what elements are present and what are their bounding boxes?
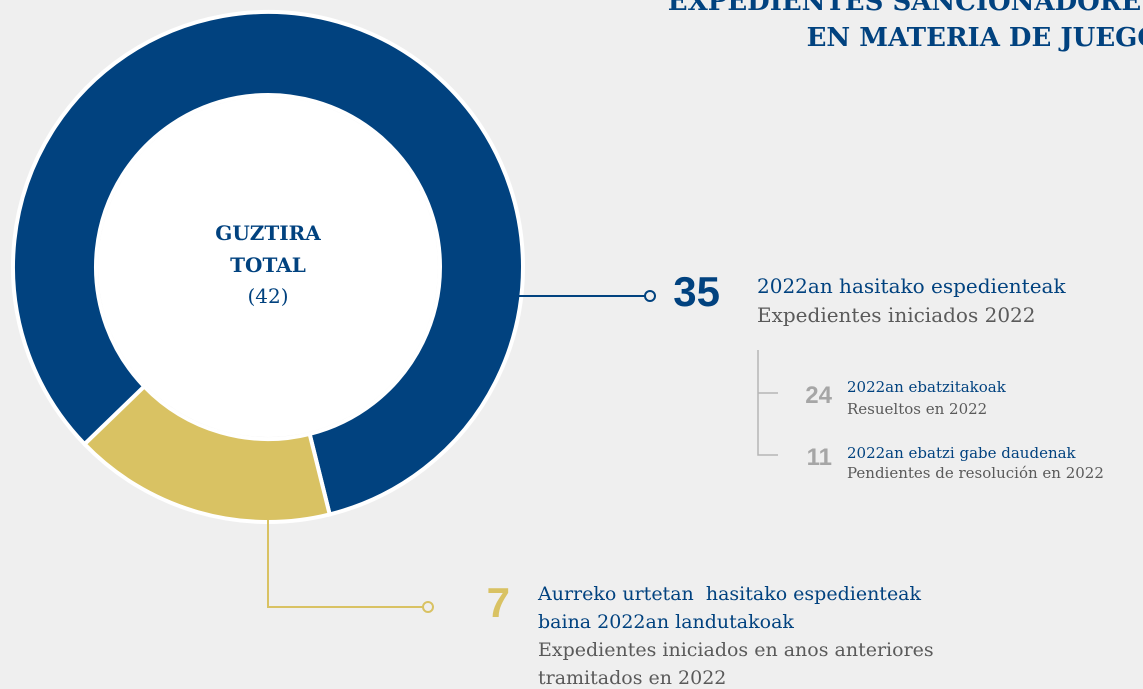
- segment-value: 35: [673, 268, 720, 315]
- breakdown-label: 2022an ebatzi gabe daudenak: [847, 444, 1077, 462]
- segment-label: baina 2022an landutakoak: [538, 611, 794, 633]
- segment-sublabel: Expedientes iniciados 2022: [757, 303, 1036, 327]
- donut-segment: [81, 383, 333, 524]
- segment-label: 2022an hasitako espedienteak: [757, 274, 1066, 298]
- center-label: TOTAL: [230, 253, 306, 277]
- segment-value: 7: [487, 579, 510, 626]
- leader-dot: [422, 601, 434, 613]
- segment-label: Aurreko urtetan hasitako espedienteak: [537, 583, 922, 605]
- breakdown-value: 24: [805, 382, 832, 409]
- title-line: EXPEDIENTES SANCIONADORES: [668, 0, 1143, 17]
- breakdown-sublabel: Resueltos en 2022: [847, 400, 987, 418]
- leader-line: [267, 515, 423, 608]
- breakdown-sublabel: Pendientes de resolución en 2022: [847, 464, 1104, 482]
- center-total: (42): [247, 284, 288, 308]
- leader-dot: [644, 290, 656, 302]
- donut-hole: [98, 97, 438, 437]
- bracket: [757, 350, 778, 456]
- breakdown-value: 11: [807, 444, 832, 471]
- segment-sublabel: Expedientes iniciados en anos anteriores: [538, 639, 934, 661]
- center-label: GUZTIRA: [215, 221, 321, 245]
- segment-sublabel: tramitados en 2022: [538, 667, 726, 689]
- title-line: EN MATERIA DE JUEGO: [807, 23, 1143, 53]
- breakdown-label: 2022an ebatzitakoak: [847, 378, 1007, 396]
